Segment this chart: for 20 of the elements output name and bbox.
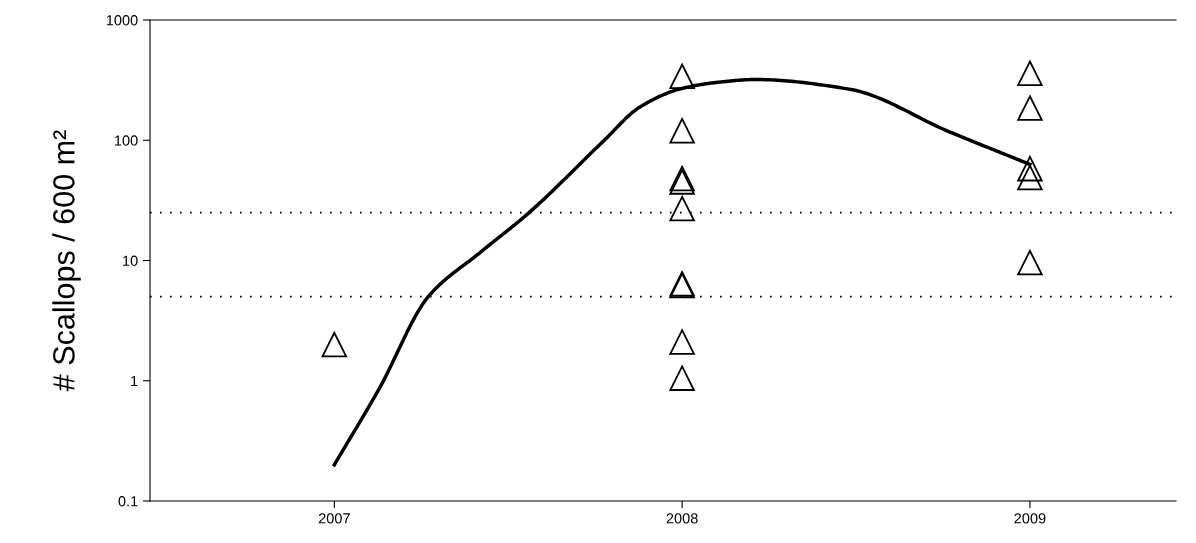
point [669, 329, 695, 355]
point [321, 331, 348, 358]
y-tick-label: 1 [131, 376, 138, 387]
point [669, 195, 695, 222]
point [1017, 155, 1043, 182]
point [1017, 95, 1043, 121]
x-tick-label: 2009 [1014, 513, 1046, 524]
x-tick-label: 2008 [666, 513, 698, 524]
x-tick-label: 2007 [318, 513, 350, 524]
point [1017, 164, 1043, 191]
y-tick-label: 100 [114, 135, 138, 146]
point [1017, 249, 1043, 276]
point [669, 365, 695, 391]
y-tick-label: 1000 [106, 15, 138, 26]
y-axis-title: # Scallops / 600 m² [52, 130, 81, 392]
point [669, 63, 695, 90]
point [1017, 60, 1043, 87]
point [669, 118, 695, 144]
y-tick-label: 10 [123, 255, 138, 266]
y-tick-label: 0.1 [118, 496, 138, 507]
